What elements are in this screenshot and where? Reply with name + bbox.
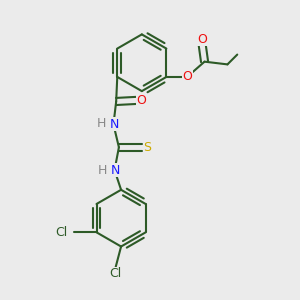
Text: O: O	[197, 33, 207, 46]
Text: H: H	[98, 164, 107, 177]
Text: Cl: Cl	[55, 226, 67, 239]
Text: O: O	[182, 70, 192, 83]
Text: N: N	[111, 164, 120, 177]
Text: H: H	[97, 117, 106, 130]
Text: O: O	[136, 94, 146, 107]
Text: S: S	[143, 141, 151, 154]
Text: Cl: Cl	[110, 267, 122, 280]
Text: N: N	[110, 118, 119, 131]
